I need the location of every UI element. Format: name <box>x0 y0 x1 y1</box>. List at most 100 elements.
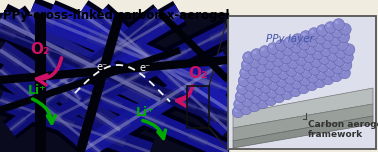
Circle shape <box>340 59 352 71</box>
Circle shape <box>283 54 287 58</box>
Circle shape <box>344 54 347 57</box>
Circle shape <box>336 39 348 51</box>
Circle shape <box>339 41 342 45</box>
Circle shape <box>282 44 294 56</box>
Circle shape <box>324 39 327 43</box>
Circle shape <box>260 82 271 93</box>
Circle shape <box>243 61 247 65</box>
Text: PPy-cross-linked carbon x-aerogel: PPy-cross-linked carbon x-aerogel <box>3 9 229 22</box>
Circle shape <box>275 83 286 95</box>
Circle shape <box>341 69 344 73</box>
Circle shape <box>320 45 332 57</box>
Polygon shape <box>233 88 373 128</box>
Circle shape <box>254 86 257 90</box>
Circle shape <box>325 22 336 33</box>
Circle shape <box>292 43 296 47</box>
Circle shape <box>255 69 266 81</box>
Circle shape <box>257 53 269 65</box>
Circle shape <box>307 45 311 49</box>
Circle shape <box>261 74 273 85</box>
Circle shape <box>252 94 256 98</box>
Circle shape <box>296 64 300 67</box>
Text: Carbon aerogel: Carbon aerogel <box>308 120 378 129</box>
Circle shape <box>253 51 257 54</box>
Circle shape <box>284 46 288 50</box>
Circle shape <box>245 90 249 93</box>
Text: Li⁺: Li⁺ <box>28 83 46 97</box>
Circle shape <box>325 58 337 69</box>
Circle shape <box>276 76 288 87</box>
Circle shape <box>289 49 301 61</box>
Circle shape <box>268 88 272 92</box>
Circle shape <box>235 100 239 104</box>
Circle shape <box>264 58 276 70</box>
Circle shape <box>256 61 268 73</box>
Circle shape <box>247 82 251 85</box>
Circle shape <box>273 65 277 69</box>
Circle shape <box>298 82 310 94</box>
Circle shape <box>291 51 294 55</box>
Circle shape <box>313 58 316 61</box>
Circle shape <box>258 63 262 67</box>
Circle shape <box>284 37 295 48</box>
Circle shape <box>317 61 329 72</box>
Circle shape <box>267 43 279 54</box>
Circle shape <box>294 72 298 75</box>
Circle shape <box>290 85 301 97</box>
Circle shape <box>307 35 318 47</box>
Circle shape <box>289 59 293 63</box>
Bar <box>0 13 228 152</box>
Circle shape <box>303 69 307 72</box>
Circle shape <box>297 46 309 58</box>
Circle shape <box>257 97 268 109</box>
Circle shape <box>263 76 267 79</box>
Circle shape <box>309 64 321 75</box>
Circle shape <box>290 41 302 53</box>
FancyArrowPatch shape <box>37 58 62 85</box>
Circle shape <box>311 66 314 69</box>
Circle shape <box>310 29 314 33</box>
Circle shape <box>299 48 303 52</box>
Circle shape <box>265 68 268 72</box>
Circle shape <box>334 55 345 66</box>
Circle shape <box>299 74 311 86</box>
Circle shape <box>277 41 281 45</box>
Circle shape <box>323 29 335 41</box>
Circle shape <box>330 44 334 48</box>
Circle shape <box>318 70 321 74</box>
Circle shape <box>304 51 315 63</box>
Circle shape <box>301 76 305 80</box>
Circle shape <box>339 23 351 35</box>
Circle shape <box>329 52 333 55</box>
Circle shape <box>316 78 320 82</box>
Circle shape <box>270 71 281 82</box>
Circle shape <box>279 60 291 72</box>
Circle shape <box>278 68 289 79</box>
Circle shape <box>280 70 284 73</box>
Circle shape <box>260 91 264 95</box>
Circle shape <box>296 54 307 66</box>
Circle shape <box>312 48 324 60</box>
Text: e⁻: e⁻ <box>96 62 108 72</box>
Circle shape <box>292 34 304 45</box>
Polygon shape <box>233 104 373 141</box>
Circle shape <box>281 88 293 100</box>
Bar <box>228 16 376 149</box>
Circle shape <box>263 66 274 78</box>
Circle shape <box>307 71 319 83</box>
Circle shape <box>286 65 297 76</box>
Circle shape <box>294 36 297 39</box>
Circle shape <box>245 54 248 57</box>
Circle shape <box>237 83 248 94</box>
Circle shape <box>234 98 245 110</box>
Circle shape <box>273 55 284 67</box>
Circle shape <box>301 40 304 44</box>
Circle shape <box>250 66 254 70</box>
Circle shape <box>337 49 341 52</box>
Circle shape <box>315 32 327 44</box>
Circle shape <box>241 59 253 71</box>
Circle shape <box>277 85 280 89</box>
Text: O₂: O₂ <box>30 43 50 57</box>
Circle shape <box>274 57 278 61</box>
Circle shape <box>266 60 270 64</box>
